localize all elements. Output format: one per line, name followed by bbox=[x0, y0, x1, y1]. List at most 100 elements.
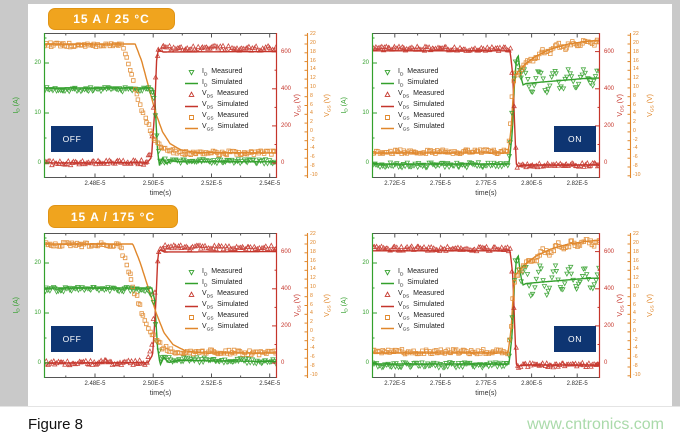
id-axis-title: ID (A) bbox=[13, 297, 22, 314]
vgs-tick-label: 16 bbox=[633, 57, 639, 64]
vgs-tick-label: -2 bbox=[633, 336, 638, 343]
vds-axis-title: VDS (V) bbox=[294, 94, 303, 117]
vgs-tick-label: -6 bbox=[633, 354, 638, 361]
switch-state-badge: ON bbox=[554, 126, 596, 152]
vgs-tick-label: -4 bbox=[633, 145, 638, 152]
legend: ID Measured ID Simulated VDS Measured VDS S… bbox=[380, 67, 445, 134]
tri-down-legend-glyph bbox=[188, 70, 195, 76]
legend-item: VGS Measured bbox=[184, 312, 249, 323]
x-tick-label: 2.50E-5 bbox=[142, 181, 164, 187]
plot-area-top-right bbox=[371, 33, 601, 178]
vds-tick-label: 600 bbox=[281, 48, 292, 55]
legend: ID Measured ID Simulated VDS Measured VDS S… bbox=[380, 267, 445, 334]
line-legend-glyph bbox=[185, 127, 198, 130]
legend-item: VDS Simulated bbox=[380, 101, 445, 112]
vgs-tick-label: -2 bbox=[310, 336, 315, 343]
legend-item: VGS Simulated bbox=[184, 323, 249, 334]
vds-tick-label: 0 bbox=[281, 160, 285, 167]
vgs-tick-label: 14 bbox=[310, 266, 316, 273]
series-id-measured bbox=[372, 59, 600, 171]
condition-pill-175c-label: 15 A / 175 °C bbox=[70, 209, 156, 224]
legend-item-label: VGS Simulated bbox=[398, 323, 445, 333]
vgs-tick-label: -8 bbox=[633, 163, 638, 169]
vgs-tick-label: 0 bbox=[633, 127, 636, 134]
tri-down-legend-glyph bbox=[384, 270, 391, 276]
vds-tick-label: 200 bbox=[604, 122, 615, 129]
legend: ID Measured ID Simulated VDS Measured VDS S… bbox=[184, 67, 249, 134]
vds-axis-title: VDS (V) bbox=[294, 294, 303, 317]
figure-caption: Figure 8 bbox=[28, 416, 84, 433]
legend-item: VDS Simulated bbox=[380, 301, 445, 312]
vds-tick-label: 400 bbox=[604, 285, 615, 292]
legend-item-label: VDS Simulated bbox=[202, 301, 249, 311]
series-vgs-simulated bbox=[44, 43, 277, 154]
legend-item: ID Measured bbox=[380, 267, 445, 278]
vgs-tick-label: 2 bbox=[310, 119, 313, 126]
vgs-tick-label: 10 bbox=[310, 83, 316, 90]
vgs-axis-title: VGS (V) bbox=[324, 94, 333, 117]
vgs-tick-label: -8 bbox=[310, 163, 315, 169]
x-tick-label: 2.72E-5 bbox=[384, 181, 406, 187]
legend-item-label: VGS Simulated bbox=[202, 123, 249, 133]
legend-item: ID Measured bbox=[184, 67, 249, 78]
vgs-tick-label: 14 bbox=[633, 266, 639, 273]
condition-pill-175c: 15 A / 175 °C bbox=[48, 205, 178, 228]
id-tick-label: 20 bbox=[362, 260, 369, 266]
id-axis-title: ID (A) bbox=[341, 97, 350, 114]
id-tick-label: 20 bbox=[34, 260, 41, 266]
line-legend-glyph bbox=[381, 305, 394, 307]
watermark-link[interactable]: www.cntronics.com bbox=[527, 415, 664, 433]
legend-item-label: VDS Measured bbox=[398, 289, 445, 300]
legend-item: ID Simulated bbox=[380, 78, 445, 89]
vgs-tick-label: 22 bbox=[310, 231, 316, 238]
series-vgs-measured bbox=[372, 37, 600, 156]
x-tick-label: 2.52E-5 bbox=[200, 181, 222, 187]
vds-tick-label: 0 bbox=[281, 360, 285, 367]
condition-pill-25c-label: 15 A / 25 °C bbox=[73, 12, 150, 26]
x-tick-label: 2.80E-5 bbox=[521, 381, 543, 387]
vgs-tick-label: 2 bbox=[633, 319, 636, 326]
vds-tick-label: 200 bbox=[604, 322, 615, 329]
id-tick-label: 20 bbox=[362, 60, 369, 66]
vgs-tick-label: 10 bbox=[633, 283, 639, 290]
vds-tick-label: 400 bbox=[281, 285, 292, 292]
series-vgs-measured bbox=[44, 40, 277, 158]
x-tick-label: 2.80E-5 bbox=[521, 181, 543, 187]
legend-item-label: VDS Measured bbox=[202, 89, 249, 100]
plot-area-top-left bbox=[43, 33, 278, 178]
vgs-tick-label: 6 bbox=[633, 301, 636, 308]
legend-item: VGS Measured bbox=[184, 112, 249, 123]
vgs-tick-label: 2 bbox=[310, 319, 313, 326]
series-vds-simulated bbox=[372, 50, 600, 167]
legend-item-label: VDS Measured bbox=[202, 289, 249, 300]
vgs-tick-label: 8 bbox=[633, 292, 636, 299]
legend-item: ID Simulated bbox=[184, 278, 249, 289]
legend-item: VDS Measured bbox=[380, 289, 445, 300]
legend-item-label: VGS Measured bbox=[202, 112, 249, 122]
legend-item-label: VDS Simulated bbox=[398, 101, 445, 111]
vgs-tick-label: -8 bbox=[310, 363, 315, 369]
id-tick-label: 10 bbox=[34, 310, 41, 316]
tri-up-legend-glyph bbox=[188, 291, 195, 298]
vgs-tick-label: -4 bbox=[310, 145, 315, 152]
vgs-tick-label: 16 bbox=[310, 57, 316, 64]
vgs-tick-label: 12 bbox=[633, 275, 639, 282]
line-legend-glyph bbox=[381, 83, 394, 85]
tri-down-legend-glyph bbox=[188, 270, 195, 276]
id-tick-label: 0 bbox=[37, 360, 41, 366]
x-tick-label: 2.82E-5 bbox=[566, 381, 588, 387]
vgs-axis bbox=[304, 233, 309, 378]
vgs-tick-label: 6 bbox=[310, 301, 313, 308]
vgs-tick-label: 4 bbox=[310, 110, 313, 117]
x-tick-label: 2.72E-5 bbox=[384, 381, 406, 387]
figure-panel: 15 A / 25 °C 15 A / 175 °C 2.48E-5 2.50E-… bbox=[13, 4, 672, 406]
line-legend-glyph bbox=[381, 283, 394, 285]
x-tick-label: 2.54E-5 bbox=[259, 381, 281, 387]
line-legend-glyph bbox=[185, 283, 198, 285]
vgs-tick-label: 12 bbox=[310, 75, 316, 82]
vgs-tick-label: 10 bbox=[310, 283, 316, 290]
legend-item: VDS Simulated bbox=[184, 101, 249, 112]
vgs-axis-title: VGS (V) bbox=[324, 294, 333, 317]
legend-item-label: ID Measured bbox=[398, 67, 439, 77]
x-tick-label: 2.54E-5 bbox=[259, 181, 281, 187]
